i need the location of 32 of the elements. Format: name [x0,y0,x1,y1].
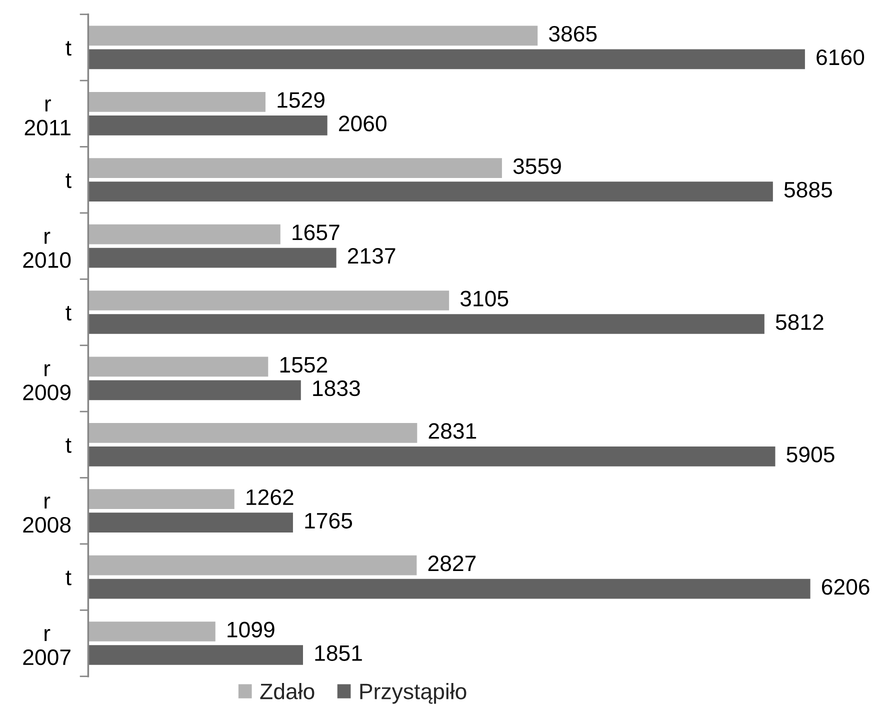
data-label: 2831 [428,423,476,439]
data-label: 1099 [228,622,274,638]
data-label: 3865 [549,26,597,42]
y-tick-label: t [66,41,72,56]
legend-label: Przystąpiło [360,683,466,704]
data-label: 6160 [816,49,864,66]
y-tick-label: r 2008 [23,496,71,533]
data-label: 1552 [280,356,328,373]
data-label: 5885 [784,182,832,198]
y-tick-label: r 2009 [23,364,70,400]
data-label: 2060 [339,116,386,132]
y-tick-label: r 2011 [24,99,70,136]
data-label: 5905 [786,446,834,462]
data-label: 6206 [822,579,870,595]
y-tick-label: t [66,306,72,320]
legend-label: Zdało [260,683,314,700]
y-tick-label: r 2010 [23,232,71,268]
data-label: 1262 [246,489,294,506]
y-tick-label: t [66,174,72,188]
data-label: 5812 [776,314,824,330]
data-label: 3105 [460,290,508,306]
y-tick-label: t [66,438,72,453]
data-label: 1657 [292,224,340,240]
data-label: 2137 [348,248,396,264]
data-label: 1851 [315,645,362,661]
data-label: 1529 [278,92,324,108]
y-tick-label: r 2007 [23,628,70,666]
data-label: 2827 [428,556,476,572]
data-label: 1833 [313,380,360,396]
data-label: 3559 [513,158,561,174]
data-label: 1765 [305,512,352,529]
y-tick-label: t [66,570,72,586]
